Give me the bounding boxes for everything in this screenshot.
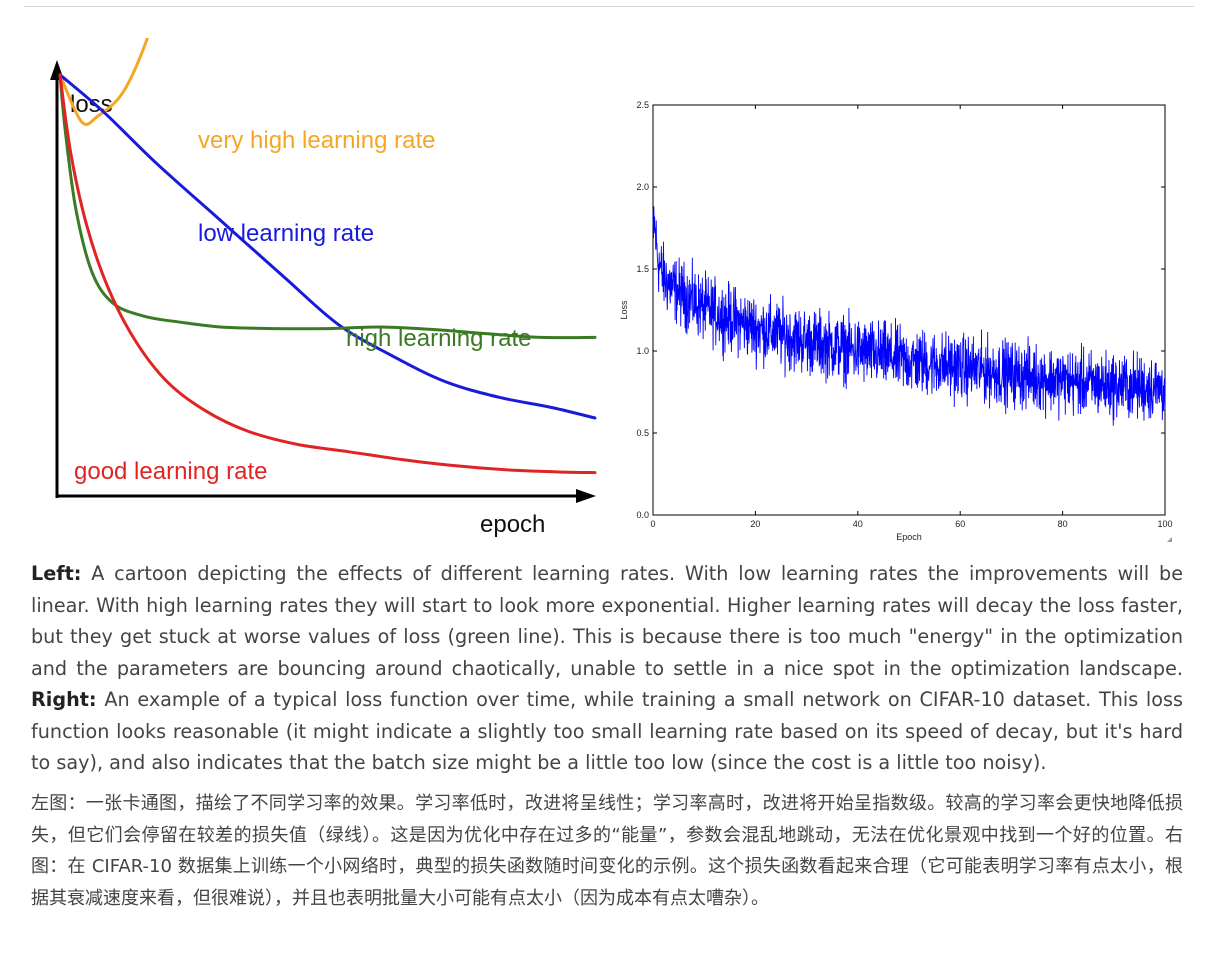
cartoon-line-low-learning-rate — [58, 73, 597, 420]
x-tick-label: 40 — [853, 519, 863, 529]
noisy-loss-line — [652, 206, 1166, 426]
cartoon-line-very-high-learning-rate — [58, 38, 150, 126]
cartoon-axes: loss epoch — [50, 60, 596, 538]
caption-left-label: Left: — [31, 562, 82, 585]
caption-right-text: An example of a typical loss function ov… — [31, 688, 1183, 774]
cartoon-series-lines — [58, 38, 597, 475]
x-tick-label: 20 — [750, 519, 760, 529]
x-tick-label: 100 — [1157, 519, 1172, 529]
cartoon-x-label: epoch — [480, 511, 545, 538]
y-tick-label: 0.5 — [636, 428, 649, 438]
chinese-caption: 左图：一张卡通图，描绘了不同学习率的效果。学习率低时，改进将呈线性；学习率高时，… — [31, 793, 1183, 909]
y-tick-label: 2.0 — [636, 182, 649, 192]
y-tick-label: 0.0 — [636, 510, 649, 520]
plot-y-label: Loss — [619, 300, 629, 320]
top-divider — [24, 6, 1194, 7]
caption-left-text: A cartoon depicting the effects of diffe… — [31, 562, 1183, 680]
cifar10-loss-plot: 0 20 40 60 80 100 0.0 0.5 1.0 1.5 2.0 2.5 Epoch Los… — [619, 100, 1173, 542]
x-tick-label: 80 — [1058, 519, 1068, 529]
series-label-low: low learning rate — [198, 220, 374, 247]
plot-frame — [652, 104, 1166, 516]
cartoon-line-high-learning-rate — [58, 73, 597, 340]
x-tick-label: 0 — [650, 519, 655, 529]
cartoon-line-good-learning-rate — [58, 73, 597, 475]
cartoon-x-arrow — [576, 489, 596, 503]
y-tick-label: 1.5 — [636, 264, 649, 274]
english-caption: Left: A cartoon depicting the effects of… — [31, 558, 1183, 779]
resize-handle-icon — [1167, 537, 1172, 542]
cartoon-series-labels: very high learning rate low learning rat… — [74, 127, 531, 485]
series-label-very-high: very high learning rate — [198, 127, 435, 154]
series-label-high: high learning rate — [346, 325, 531, 352]
plot-ticks: 0 20 40 60 80 100 0.0 0.5 1.0 1.5 2.0 2.5 — [636, 100, 1172, 529]
plot-x-label: Epoch — [896, 532, 922, 542]
series-label-good: good learning rate — [74, 458, 267, 485]
learning-rate-cartoon-chart: loss epoch very high learning rate low l… — [50, 38, 597, 538]
y-tick-label: 1.0 — [636, 346, 649, 356]
y-tick-label: 2.5 — [636, 100, 649, 110]
caption-right-label: Right: — [31, 688, 97, 711]
x-tick-label: 60 — [955, 519, 965, 529]
